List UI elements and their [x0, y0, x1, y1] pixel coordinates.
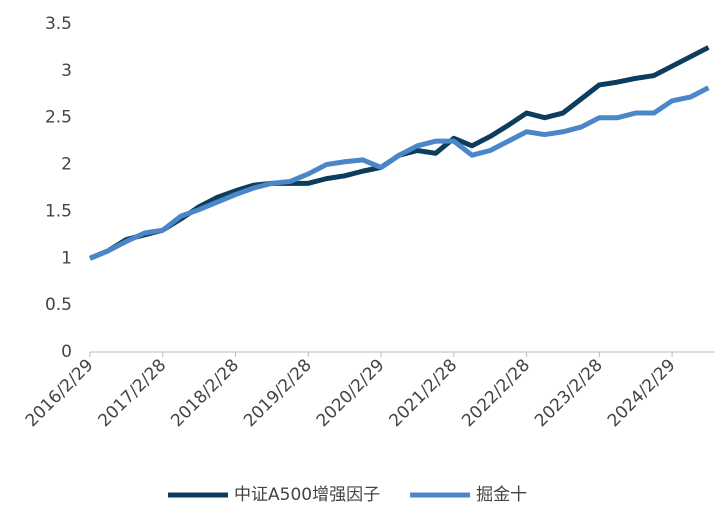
legend-label: 中证A500增强因子: [234, 485, 380, 505]
x-tick-label: 2019/2/28: [240, 355, 316, 431]
x-tick-label: 2024/2/29: [604, 355, 680, 431]
y-tick-label: 2.5: [45, 108, 72, 128]
x-tick-label: 2023/2/28: [531, 355, 607, 431]
y-tick-label: 3: [61, 61, 72, 81]
x-tick-label: 2017/2/28: [95, 355, 171, 431]
y-tick-label: 1.5: [45, 201, 72, 221]
y-tick-label: 2: [61, 155, 72, 175]
y-tick-label: 3.5: [45, 14, 72, 34]
series-line: [89, 85, 710, 261]
y-tick-label: 0.5: [45, 295, 72, 315]
x-tick-label: 2016/2/29: [22, 355, 98, 431]
x-tick-label: 2020/2/29: [313, 355, 389, 431]
x-tick-label: 2018/2/28: [167, 355, 243, 431]
y-tick-label: 1: [61, 248, 72, 268]
y-tick-label: 0: [61, 342, 72, 362]
x-tick-label: 2022/2/28: [458, 355, 534, 431]
legend-label: 掘金十: [476, 485, 527, 505]
x-tick-label: 2021/2/28: [386, 355, 462, 431]
